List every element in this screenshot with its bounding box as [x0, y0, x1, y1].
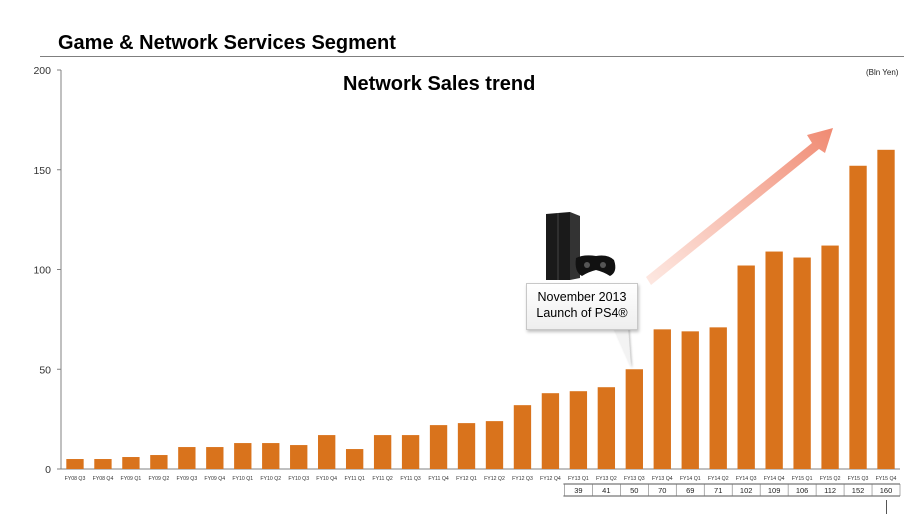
table-value: 70 [658, 486, 666, 495]
x-tick-label: FY10 Q2 [260, 476, 281, 482]
x-tick-label: FY09 Q2 [149, 476, 170, 482]
table-value: 109 [768, 486, 781, 495]
game-console-icon [546, 212, 616, 280]
x-tick-label: FY09 Q4 [204, 476, 225, 482]
growth-arrow-icon [646, 128, 833, 285]
bar [178, 447, 196, 469]
x-tick-label: FY10 Q1 [232, 476, 253, 482]
callout-line-1: November 2013 [537, 290, 627, 304]
bar [234, 443, 252, 469]
bar [793, 257, 811, 469]
bar [150, 455, 168, 469]
y-axis: 0 50 100 150 200 [33, 65, 900, 476]
bar [737, 265, 755, 469]
x-tick-labels: FY08 Q3 FY08 Q4 FY09 Q1 FY09 Q2 FY09 Q3 FY09 … [65, 476, 897, 482]
bar [485, 421, 504, 469]
bar [290, 445, 308, 469]
bars [66, 149, 895, 470]
bar [513, 405, 532, 469]
x-tick-label: FY12 Q4 [540, 476, 561, 482]
bar [318, 435, 336, 469]
callout-line-2: Launch of PS4® [536, 306, 628, 320]
x-tick-label: FY13 Q2 [596, 476, 617, 482]
table-value: 39 [574, 486, 582, 495]
y-tick-label: 0 [45, 464, 51, 476]
segment-title: Game & Network Services Segment [58, 32, 396, 54]
table-value: 112 [824, 486, 836, 495]
table-value: 41 [602, 486, 610, 495]
bar [681, 331, 699, 469]
bar [765, 251, 783, 469]
x-tick-label: FY11 Q2 [372, 476, 392, 482]
bar [597, 387, 616, 469]
bar [821, 245, 839, 469]
bar [94, 459, 112, 469]
x-tick-label: FY10 Q4 [316, 476, 337, 482]
y-tick-label: 200 [33, 65, 51, 77]
bar [429, 425, 448, 469]
bar [122, 457, 140, 469]
table-value: 160 [880, 486, 893, 495]
table-value: 71 [714, 486, 722, 495]
y-tick-label: 150 [33, 165, 51, 177]
value-table: 39 41 50 70 69 71 102 109 106 112 152 160 [563, 483, 901, 497]
x-tick-label: FY13 Q4 [652, 476, 673, 482]
x-tick-label: FY14 Q4 [764, 476, 785, 482]
bar [401, 435, 420, 469]
table-value: 69 [686, 486, 694, 495]
bar [373, 435, 392, 469]
bar [625, 369, 643, 469]
x-tick-label: FY08 Q4 [93, 476, 114, 482]
corner-mark [886, 500, 887, 514]
ps4-launch-callout: November 2013 Launch of PS4® [526, 283, 638, 330]
chart-title: Network Sales trend [343, 73, 536, 95]
x-tick-label: FY12 Q3 [512, 476, 533, 482]
table-value: 102 [740, 486, 753, 495]
y-tick-label: 100 [33, 265, 51, 277]
bar [709, 327, 727, 469]
table-value: 50 [630, 486, 638, 495]
bar [262, 443, 280, 469]
x-tick-label: FY14 Q2 [708, 476, 729, 482]
table-value: 152 [852, 486, 865, 495]
x-tick-label: FY13 Q3 [624, 476, 645, 482]
bar [206, 447, 224, 469]
x-tick-label: FY15 Q1 [792, 476, 813, 482]
x-tick-label: FY11 Q4 [428, 476, 448, 482]
x-tick-label: FY09 Q1 [121, 476, 142, 482]
x-tick-label: FY13 Q1 [568, 476, 589, 482]
bar [345, 449, 364, 469]
y-tick-label: 50 [39, 364, 51, 376]
x-tick-label: FY15 Q4 [876, 476, 897, 482]
title-rule [40, 56, 904, 57]
x-tick-label: FY11 Q1 [344, 476, 364, 482]
x-tick-label: FY08 Q3 [65, 476, 86, 482]
x-tick-label: FY14 Q1 [680, 476, 701, 482]
x-tick-label: FY15 Q3 [848, 476, 869, 482]
x-tick-label: FY12 Q1 [456, 476, 477, 482]
bar [66, 459, 84, 469]
bar [541, 393, 560, 469]
bar [653, 329, 671, 469]
bar [457, 423, 476, 469]
bar [877, 149, 895, 470]
x-tick-label: FY10 Q3 [288, 476, 309, 482]
x-tick-label: FY14 Q3 [736, 476, 757, 482]
x-tick-label: FY11 Q3 [400, 476, 420, 482]
table-value: 106 [796, 486, 809, 495]
x-tick-label: FY09 Q3 [176, 476, 197, 482]
x-tick-label: FY12 Q2 [484, 476, 505, 482]
bar [569, 391, 588, 469]
unit-label: (Bln Yen) [866, 68, 899, 77]
bar [849, 165, 867, 469]
x-tick-label: FY15 Q2 [820, 476, 841, 482]
